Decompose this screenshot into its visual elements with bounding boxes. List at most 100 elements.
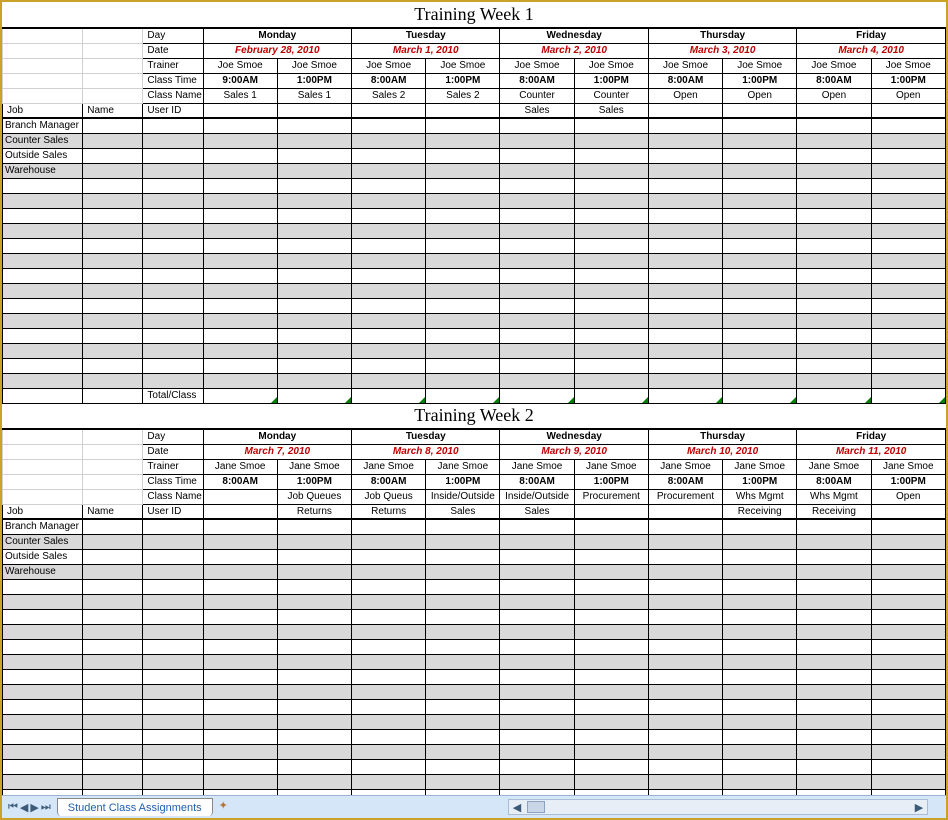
cell[interactable]: 8:00AM — [352, 474, 426, 489]
cell[interactable] — [871, 624, 945, 639]
cell[interactable] — [352, 654, 426, 669]
cell[interactable] — [83, 654, 143, 669]
cell[interactable] — [426, 118, 500, 133]
cell[interactable] — [3, 388, 83, 403]
scroll-right-icon[interactable]: ▶ — [911, 801, 927, 814]
cell[interactable] — [500, 133, 574, 148]
cell[interactable] — [500, 579, 574, 594]
cell[interactable] — [426, 774, 500, 789]
cell[interactable] — [426, 313, 500, 328]
cell[interactable] — [574, 313, 648, 328]
cell[interactable] — [797, 343, 871, 358]
cell[interactable]: User ID — [143, 504, 203, 519]
cell[interactable] — [143, 133, 203, 148]
cell[interactable] — [3, 624, 83, 639]
cell[interactable]: Date — [143, 43, 203, 58]
cell[interactable]: Sales 2 — [352, 88, 426, 103]
cell[interactable] — [500, 178, 574, 193]
cell[interactable] — [797, 579, 871, 594]
cell[interactable] — [871, 654, 945, 669]
cell[interactable] — [83, 729, 143, 744]
cell[interactable] — [426, 594, 500, 609]
cell[interactable] — [871, 343, 945, 358]
cell[interactable] — [723, 729, 797, 744]
cell[interactable] — [648, 103, 722, 118]
cell[interactable] — [426, 133, 500, 148]
cell[interactable] — [83, 343, 143, 358]
cell[interactable] — [352, 639, 426, 654]
cell[interactable]: Sales — [574, 103, 648, 118]
cell[interactable] — [723, 519, 797, 534]
cell[interactable] — [203, 624, 277, 639]
cell[interactable] — [574, 208, 648, 223]
cell[interactable]: Jane Smoe — [277, 459, 351, 474]
cell[interactable] — [143, 298, 203, 313]
cell[interactable]: Joe Smoe — [426, 58, 500, 73]
cell[interactable] — [3, 238, 83, 253]
cell[interactable] — [203, 609, 277, 624]
cell[interactable] — [574, 193, 648, 208]
cell[interactable] — [500, 118, 574, 133]
cell[interactable]: 1:00PM — [871, 474, 945, 489]
cell[interactable]: Jane Smoe — [203, 459, 277, 474]
cell[interactable] — [277, 609, 351, 624]
cell[interactable] — [723, 208, 797, 223]
cell[interactable] — [203, 208, 277, 223]
cell[interactable] — [352, 223, 426, 238]
cell[interactable] — [203, 549, 277, 564]
date-cell[interactable]: March 11, 2010 — [797, 444, 946, 459]
day-header[interactable]: Thursday — [648, 429, 796, 444]
cell[interactable] — [143, 343, 203, 358]
cell[interactable] — [143, 549, 203, 564]
cell[interactable] — [797, 624, 871, 639]
cell[interactable] — [648, 313, 722, 328]
cell[interactable] — [3, 729, 83, 744]
cell[interactable] — [797, 609, 871, 624]
cell[interactable] — [143, 519, 203, 534]
cell[interactable] — [203, 313, 277, 328]
cell[interactable] — [797, 594, 871, 609]
cell[interactable] — [723, 564, 797, 579]
cell[interactable] — [143, 609, 203, 624]
cell[interactable]: Joe Smoe — [797, 58, 871, 73]
cell[interactable] — [3, 58, 83, 73]
cell[interactable] — [871, 504, 945, 519]
cell[interactable] — [277, 283, 351, 298]
cell[interactable] — [203, 699, 277, 714]
cell[interactable] — [83, 238, 143, 253]
cell[interactable] — [277, 178, 351, 193]
cell[interactable] — [648, 639, 722, 654]
cell[interactable]: Receiving — [723, 504, 797, 519]
date-cell[interactable]: March 3, 2010 — [648, 43, 796, 58]
cell[interactable] — [83, 474, 143, 489]
cell[interactable] — [797, 328, 871, 343]
cell[interactable] — [797, 103, 871, 118]
cell[interactable] — [871, 163, 945, 178]
cell[interactable] — [352, 313, 426, 328]
cell[interactable] — [352, 328, 426, 343]
cell[interactable] — [426, 639, 500, 654]
cell[interactable]: Warehouse — [3, 163, 83, 178]
cell[interactable] — [723, 654, 797, 669]
cell[interactable] — [500, 343, 574, 358]
cell[interactable] — [203, 118, 277, 133]
cell[interactable] — [83, 714, 143, 729]
cell[interactable] — [143, 579, 203, 594]
cell[interactable] — [203, 489, 277, 504]
cell[interactable] — [352, 208, 426, 223]
cell[interactable] — [871, 549, 945, 564]
cell[interactable] — [500, 684, 574, 699]
day-header[interactable]: Tuesday — [352, 28, 500, 43]
cell[interactable] — [426, 519, 500, 534]
tab-prev-icon[interactable]: ◀ — [20, 801, 28, 814]
cell[interactable] — [871, 193, 945, 208]
cell[interactable] — [574, 534, 648, 549]
cell[interactable]: Job Queus — [352, 489, 426, 504]
cell[interactable] — [500, 534, 574, 549]
tab-last-icon[interactable]: ⏭ — [41, 801, 51, 814]
cell[interactable] — [574, 223, 648, 238]
cell[interactable] — [500, 594, 574, 609]
cell[interactable] — [426, 549, 500, 564]
cell[interactable] — [277, 253, 351, 268]
cell[interactable] — [426, 193, 500, 208]
